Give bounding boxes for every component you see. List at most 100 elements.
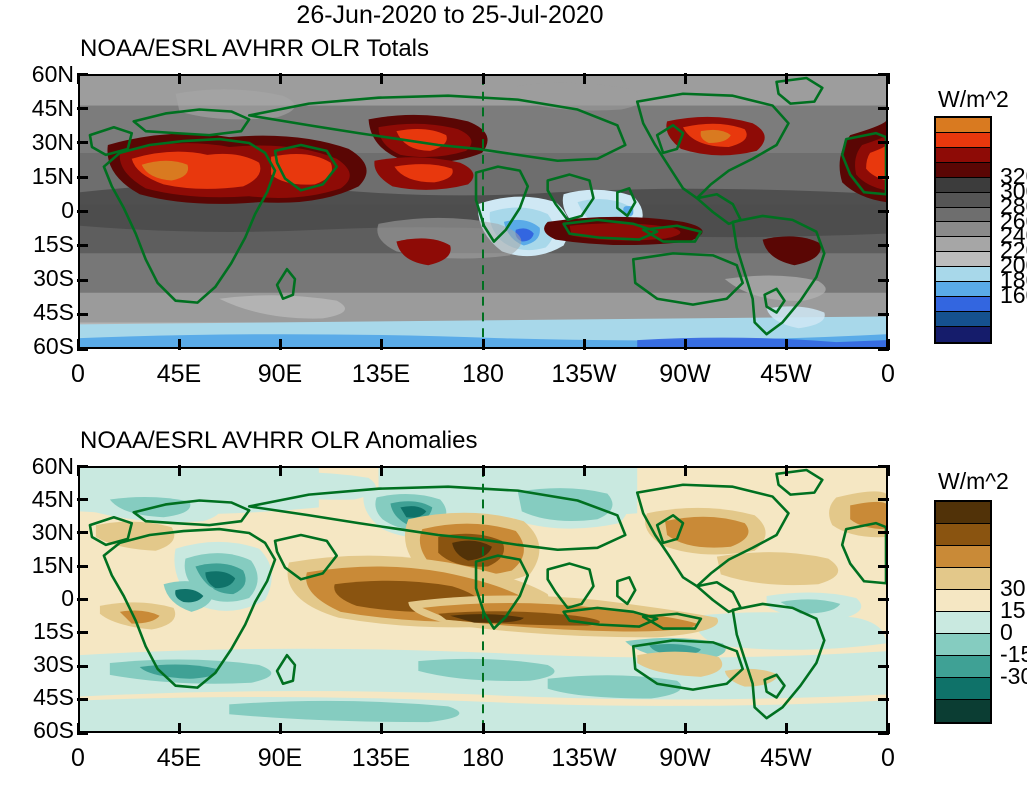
colorbar-unit-totals: W/m^2 [938,86,1009,112]
colorbar-tick-label: 280 [1000,192,1027,219]
colorbar-band [936,177,990,193]
xtick-label-0e-anom: 0 [71,744,85,772]
colorbar-tick-label: 160 [1000,282,1027,309]
ytick-label-60S-anom: 60S [33,717,74,743]
panel-title-totals: NOAA/ESRL AVHRR OLR Totals [80,35,430,62]
xtick-label-90E-totals: 90E [257,360,303,388]
ytick-label-15N-totals: 15N [31,163,74,189]
ytick-label-45S-totals: 45S [33,299,74,325]
colorbar-band [936,132,990,148]
anomalies-map-svg [80,468,886,731]
colorbar-tick-label: -15 [1000,641,1027,667]
colorbar-totals [934,116,992,344]
y-tickmark [77,497,88,501]
x-tickmark [785,339,789,350]
colorbar-unit-anomalies: W/m^2 [938,468,1009,494]
colorbar-band [936,678,990,700]
x-tickmark [177,339,181,350]
x-tickmark [380,465,384,476]
colorbar-band [936,634,990,656]
ytick-label-60S-totals: 60S [33,333,74,359]
colorbar-tick-label: 180 [1000,267,1027,294]
ytick-label-30S-totals: 30S [33,265,74,291]
y-tickmark [878,631,889,635]
colorbar-band [936,590,990,612]
x-tickmark [76,339,80,350]
colorbar-tick-label: 320 [1000,162,1027,189]
y-tickmark [77,72,88,76]
y-tickmark [878,175,889,179]
y-tickmark [878,347,889,351]
coastlines-anom [88,468,886,720]
y-tickmark [878,244,889,248]
xtick-label-180-totals: 180 [462,360,504,388]
colorbar-band [936,524,990,546]
ytick-label-30N-anom: 30N [31,519,74,545]
y-tickmark [878,278,889,282]
colorbar-tick-label: 0 [1000,619,1013,645]
y-tickmark [878,313,889,317]
colorbar-band [936,237,990,253]
y-tickmark [878,664,889,668]
x-tickmark [177,465,181,476]
colorbar-band [936,700,990,722]
x-tickmark [177,73,181,84]
x-tickmark [785,73,789,84]
xtick-label-135E-anom: 135E [351,744,411,772]
y-tickmark [77,347,88,351]
y-tickmark [77,631,88,635]
x-tickmark [279,465,282,476]
xtick-label-0w-totals: 0 [881,360,895,388]
x-tickmark [785,723,789,734]
colorbar-band [936,222,990,238]
colorbar-band [936,326,990,342]
y-tickmark [77,731,88,735]
ytick-label-0-totals: 0 [61,197,74,223]
x-tickmark [481,723,485,734]
x-tickmark [582,73,586,84]
x-tickmark [76,723,80,734]
xtick-label-135E-totals: 135E [351,360,411,388]
y-tickmark [77,141,88,145]
ytick-label-15S-anom: 15S [33,618,74,644]
panel-title-anomalies: NOAA/ESRL AVHRR OLR Anomalies [80,427,478,454]
y-tickmark [878,497,889,501]
ytick-label-45N-totals: 45N [31,95,74,121]
xtick-label-180-anom: 180 [462,744,504,772]
y-tickmark [77,244,88,248]
y-tickmark [77,106,88,110]
colorbar-tick-label: 200 [1000,252,1027,279]
y-tickmark [878,106,889,110]
xtick-label-45W-totals: 45W [760,360,812,388]
colorbar-band [936,207,990,223]
figure-title: 26-Jun-2020 to 25-Jul-2020 [296,1,604,29]
y-tickmark [77,664,88,668]
totals-map-svg [80,76,886,347]
xtick-label-0w-anom: 0 [881,744,895,772]
y-tickmark [77,598,88,601]
xtick-label-90W-totals: 90W [659,360,711,388]
x-tickmark [886,339,890,350]
x-tickmark [684,465,687,476]
colorbar-band [936,656,990,678]
y-tickmark [878,141,889,145]
x-tickmark [76,73,80,84]
x-tickmark [684,723,687,734]
colorbar-tick-label: 300 [1000,177,1027,204]
map-plot-anomalies [78,466,888,733]
colorbar-band [936,568,990,590]
colorbar-tick-label: 15 [1000,597,1026,623]
ytick-label-30N-totals: 30N [31,129,74,155]
x-tickmark [481,73,485,84]
y-tickmark [77,175,88,179]
x-tickmark [582,465,586,476]
y-tickmark [878,72,889,76]
y-tickmark [878,698,889,702]
xtick-label-0e-totals: 0 [71,360,85,388]
x-tickmark [279,723,282,734]
ytick-label-15N-anom: 15N [31,552,74,578]
x-tickmark [582,723,586,734]
ytick-label-0-anom: 0 [61,585,74,611]
colorbar-tick-label: -30 [1000,663,1027,689]
y-tickmark [878,210,889,213]
